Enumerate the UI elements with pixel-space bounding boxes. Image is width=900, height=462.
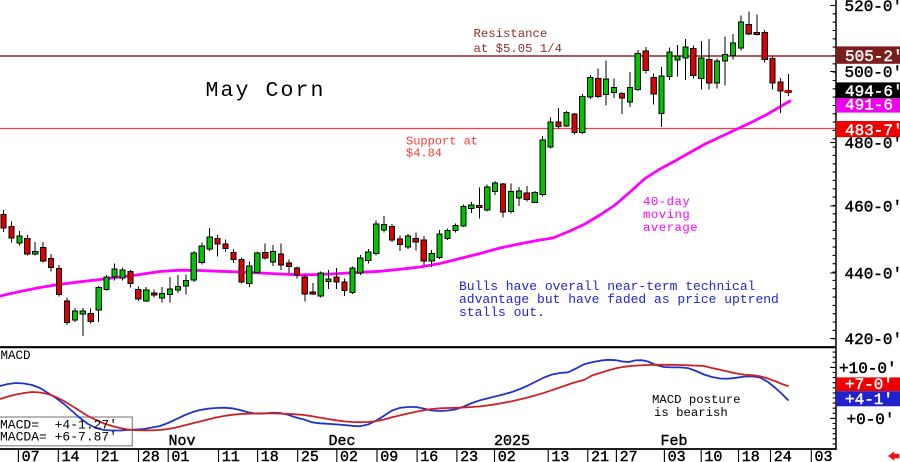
- svg-text:25: 25: [301, 449, 319, 462]
- svg-text:483-7': 483-7': [845, 122, 900, 140]
- svg-text:10: 10: [704, 449, 722, 462]
- svg-text:13: 13: [551, 449, 569, 462]
- svg-text:420-0': 420-0': [845, 331, 900, 349]
- svg-text:MACD posture: MACD posture: [652, 393, 741, 407]
- svg-text:+4-1': +4-1': [845, 391, 893, 409]
- svg-text:28: 28: [142, 449, 160, 462]
- svg-text:24: 24: [774, 449, 792, 462]
- svg-text:May Corn: May Corn: [206, 79, 326, 103]
- svg-text:MACD: MACD: [1, 349, 31, 363]
- svg-text:491-6: 491-6: [845, 97, 893, 115]
- svg-text:at $5.05 1/4: at $5.05 1/4: [474, 42, 563, 56]
- svg-text:09: 09: [380, 449, 398, 462]
- svg-text:+7-0': +7-0': [845, 376, 893, 394]
- svg-text:27: 27: [620, 449, 638, 462]
- svg-text:440-0': 440-0': [845, 266, 900, 284]
- svg-text:520-0': 520-0': [845, 0, 900, 16]
- svg-text:is bearish: is bearish: [654, 406, 728, 420]
- svg-text:Dec: Dec: [329, 433, 356, 450]
- svg-text:MACD= +4-1.27': MACD= +4-1.27': [0, 418, 117, 433]
- svg-text:Bulls have overall near-term t: Bulls have overall near-term technical: [459, 279, 756, 294]
- svg-text:+0-0': +0-0': [847, 411, 895, 429]
- svg-text:23: 23: [460, 449, 478, 462]
- svg-text:18: 18: [261, 449, 279, 462]
- svg-text:Resistance: Resistance: [474, 27, 548, 41]
- svg-text:16: 16: [420, 449, 438, 462]
- svg-text:stalls out.: stalls out.: [459, 305, 545, 320]
- svg-text:03: 03: [668, 449, 686, 462]
- svg-text:460-0': 460-0': [845, 199, 900, 217]
- svg-text:2025: 2025: [494, 433, 530, 450]
- svg-text:$4.84: $4.84: [406, 147, 442, 161]
- svg-text:03: 03: [815, 449, 833, 462]
- svg-text:480-0': 480-0': [845, 135, 900, 153]
- svg-text:14: 14: [62, 449, 80, 462]
- svg-text:11: 11: [222, 449, 240, 462]
- svg-text:18: 18: [742, 449, 760, 462]
- svg-text:02: 02: [498, 449, 516, 462]
- svg-text:40-day: 40-day: [643, 195, 690, 209]
- svg-text:Nov: Nov: [169, 433, 196, 450]
- svg-text:500-0': 500-0': [845, 64, 900, 82]
- svg-text:MACDA= +6-7.87': MACDA= +6-7.87': [0, 430, 117, 445]
- svg-text:505-2': 505-2': [845, 48, 900, 66]
- svg-text:Support at: Support at: [406, 135, 478, 149]
- svg-text:494-6': 494-6': [845, 83, 900, 101]
- svg-text:moving: moving: [643, 208, 690, 222]
- svg-text:02: 02: [340, 449, 358, 462]
- svg-text:21: 21: [591, 449, 609, 462]
- svg-text:average: average: [643, 221, 698, 235]
- svg-text:07: 07: [22, 449, 40, 462]
- svg-text:advantage but have faded as pr: advantage but have faded as price uptren…: [459, 292, 779, 307]
- svg-text:Feb: Feb: [661, 433, 688, 450]
- svg-text:+10-0': +10-0': [839, 360, 897, 378]
- svg-text:21: 21: [101, 449, 119, 462]
- svg-text:01: 01: [171, 449, 189, 462]
